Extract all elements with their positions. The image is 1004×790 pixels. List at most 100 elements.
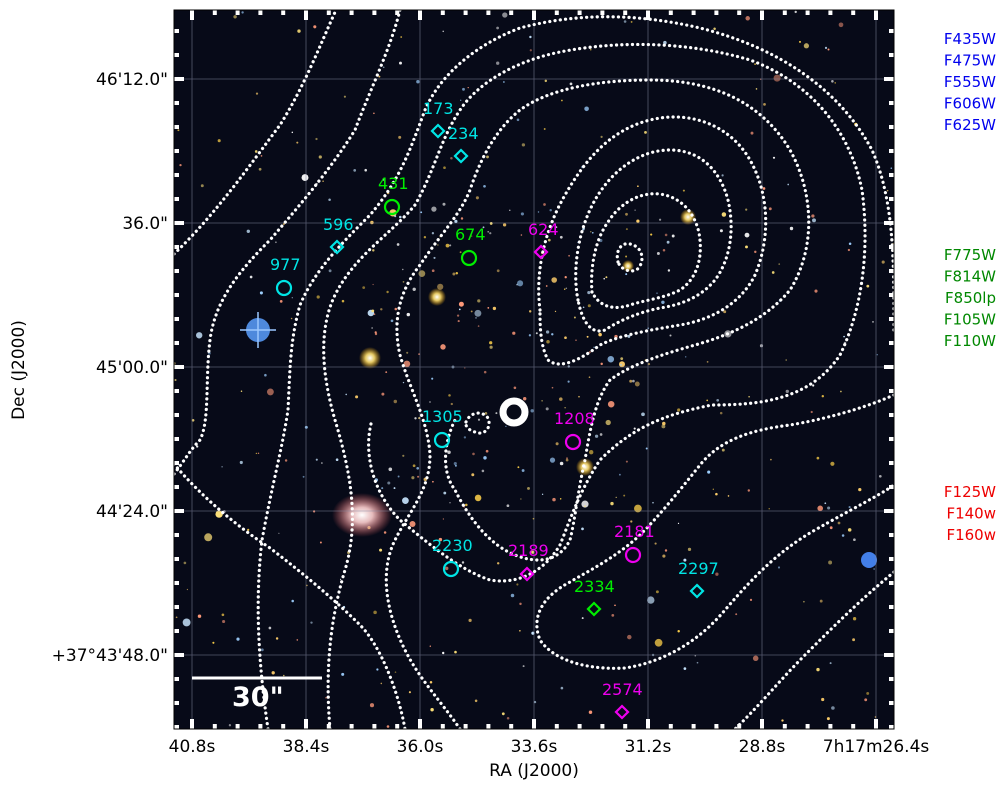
galaxy [519,629,521,632]
galaxy [521,143,526,147]
galaxy [778,263,781,265]
galaxy [876,354,878,356]
galaxy [637,185,639,188]
galaxy [843,335,845,338]
galaxy [671,234,675,238]
galaxy [569,82,573,86]
galaxy [687,547,692,552]
galaxy [449,244,452,247]
galaxy [502,12,508,18]
galaxy [745,16,750,21]
galaxy [278,532,280,534]
galaxy [588,376,591,379]
galaxy [510,593,515,598]
galaxy [399,61,402,65]
galaxy [747,489,751,492]
x-tick-label: 31.2s [625,737,672,757]
galaxy [319,541,322,544]
source-diamond-marker [519,566,535,582]
galaxy [541,493,544,495]
galaxy [559,498,562,500]
galaxy [827,48,830,51]
galaxy [447,450,451,455]
galaxy [598,332,602,337]
galaxy [382,178,385,181]
galaxy [866,691,870,695]
galaxy [489,232,492,235]
galaxy [529,49,532,52]
galaxy [567,380,570,383]
galaxy [509,209,511,212]
galaxy [564,407,566,409]
galaxy [271,671,275,675]
galaxy [291,297,293,299]
galaxy [394,671,397,673]
x-tick-label: 33.6s [511,737,558,757]
galaxy [853,538,856,542]
galaxy [878,474,882,478]
galaxy [432,480,434,483]
galaxy [517,466,520,469]
galaxy [506,716,510,720]
galaxy [275,241,277,244]
source-label: 173 [423,99,454,118]
x-tick-label: 7h17m26.4s [823,737,930,757]
galaxy [716,398,720,402]
galaxy [824,46,828,49]
galaxy [582,228,585,231]
galaxy [545,407,549,411]
galaxy [321,462,323,464]
galaxy [378,75,381,78]
galaxy [719,229,723,233]
galaxy [402,497,409,504]
source-label: 2334 [574,577,615,596]
galaxy [605,419,611,426]
galaxy [477,418,481,421]
galaxy [453,462,457,466]
galaxy [516,283,518,286]
galaxy [625,255,628,258]
source-label: 431 [378,174,409,193]
galaxy [339,578,342,581]
galaxy [565,458,569,462]
galaxy [460,217,464,220]
filter-name: F125W [944,483,996,501]
galaxy [506,504,510,508]
galaxy [431,232,435,235]
galaxy [623,494,626,497]
galaxy [641,412,645,417]
galaxy [318,155,322,159]
galaxy [279,300,283,303]
galaxy [662,421,666,426]
galaxy [749,598,753,602]
galaxy [610,501,614,506]
contour-level-9 [615,242,644,273]
galaxy [328,198,331,201]
galaxy [645,447,648,450]
contour-right-outer [733,570,894,729]
galaxy [418,353,421,356]
galaxy [325,696,327,699]
galaxy [873,568,875,570]
galaxy [582,306,585,309]
galaxy [414,417,417,420]
galaxy [483,184,486,188]
galaxy [762,187,766,190]
galaxy [483,370,487,374]
galaxy [872,321,874,323]
galaxy [545,285,548,287]
galaxy [416,466,420,470]
galaxy [546,339,550,344]
bright-star [359,347,381,369]
source-diamond-marker [533,244,549,260]
x-tick-label: 38.4s [283,737,330,757]
galaxy [264,373,267,377]
galaxy [212,641,215,644]
galaxy [371,309,375,313]
galaxy [683,558,687,562]
contour-level-3 [256,15,894,729]
galaxy [394,215,397,218]
galaxy [771,271,775,274]
galaxy [258,167,262,171]
galaxy [475,196,479,200]
